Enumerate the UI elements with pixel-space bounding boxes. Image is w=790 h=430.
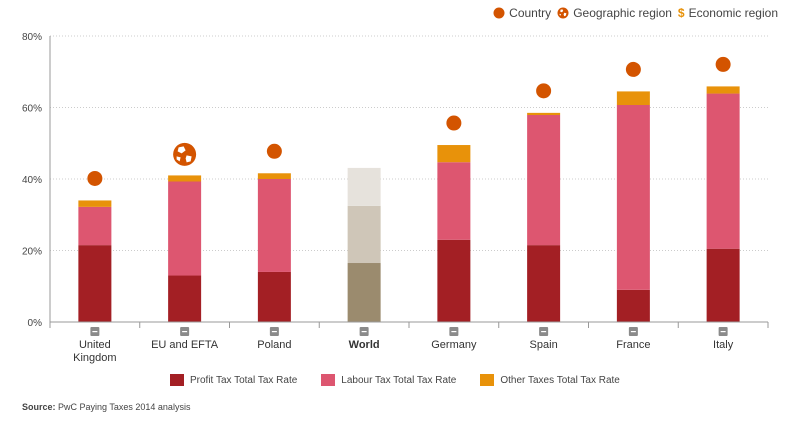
- series-legend: Profit Tax Total Tax Rate Labour Tax Tot…: [170, 374, 644, 386]
- bar-labour-tax[interactable]: [347, 205, 381, 264]
- stacked-bar-chart: 0% 20% 40% 60% 80% United Kingdom EU and EFTA Po…: [22, 32, 769, 364]
- minus-icon: [541, 331, 547, 333]
- legend-geographic-region-label: Geographic region: [573, 6, 672, 20]
- x-category-label: United Kingdom: [73, 339, 116, 364]
- source-note: Source: PwC Paying Taxes 2014 analysis: [22, 402, 190, 412]
- minus-icon: [271, 331, 277, 333]
- x-category-label: Italy: [713, 339, 734, 351]
- bar-profit-tax[interactable]: [706, 248, 740, 322]
- x-category-label: Germany: [431, 339, 477, 351]
- bar-other-taxes[interactable]: [527, 112, 561, 116]
- bar-other-taxes[interactable]: [437, 145, 471, 163]
- bar-profit-tax[interactable]: [347, 263, 381, 322]
- bar-profit-tax[interactable]: [78, 245, 112, 322]
- legend-profit-tax-label: Profit Tax Total Tax Rate: [190, 374, 298, 386]
- legend-country-label: Country: [509, 6, 552, 20]
- x-category-label-line: EU and EFTA: [151, 339, 219, 351]
- bar-profit-tax[interactable]: [616, 289, 650, 322]
- x-category-label-line: Kingdom: [73, 352, 116, 364]
- x-category-label-line: Spain: [530, 339, 558, 351]
- labour-tax-swatch: [321, 374, 336, 386]
- x-category-label-line: Germany: [431, 339, 477, 351]
- y-tick-label: 20%: [22, 247, 42, 258]
- bar-other-taxes[interactable]: [706, 86, 740, 94]
- region-marker-globe-icon[interactable]: [173, 142, 197, 166]
- minus-icon: [451, 331, 457, 333]
- globe-icon: [557, 7, 569, 19]
- x-category-label-line: Poland: [257, 339, 291, 351]
- profit-tax-swatch: [170, 374, 184, 386]
- bar-profit-tax[interactable]: [527, 245, 561, 322]
- minus-icon: [92, 331, 98, 333]
- bar-profit-tax[interactable]: [437, 239, 471, 322]
- bar-other-taxes[interactable]: [616, 91, 650, 105]
- bar-other-taxes[interactable]: [257, 173, 291, 179]
- x-category-label: France: [616, 339, 650, 351]
- bar-labour-tax[interactable]: [706, 93, 740, 249]
- bar-other-taxes[interactable]: [168, 175, 202, 182]
- y-tick-label: 60%: [22, 104, 42, 115]
- globe-continents-icon: [176, 146, 192, 163]
- source-label: Source:: [22, 402, 56, 412]
- country-marker-icon[interactable]: [715, 56, 731, 72]
- legend-labour-tax-label: Labour Tax Total Tax Rate: [341, 374, 457, 386]
- bar-profit-tax[interactable]: [257, 271, 291, 322]
- legend-country[interactable]: Country: [493, 6, 551, 20]
- minus-icon: [361, 331, 367, 333]
- legend-geographic-region[interactable]: Geographic region: [557, 6, 672, 20]
- bar-profit-tax[interactable]: [168, 275, 202, 322]
- legend-profit-tax[interactable]: Profit Tax Total Tax Rate: [170, 374, 297, 386]
- top-legend: Country Geographic region $ Economic reg…: [487, 6, 778, 20]
- minus-icon: [182, 331, 188, 333]
- legend-other-taxes[interactable]: Other Taxes Total Tax Rate: [480, 374, 620, 386]
- x-category-label-line: World: [349, 339, 380, 351]
- x-category-label: World: [349, 339, 380, 351]
- country-marker-icon[interactable]: [446, 115, 462, 131]
- legend-economic-region[interactable]: $ Economic region: [678, 6, 778, 20]
- y-tick-label: 80%: [22, 32, 42, 43]
- bar-labour-tax[interactable]: [78, 206, 112, 246]
- x-category-label: Spain: [530, 339, 558, 351]
- x-category-label-line: France: [616, 339, 650, 351]
- bar-labour-tax[interactable]: [527, 115, 561, 246]
- bar-other-taxes[interactable]: [347, 167, 381, 206]
- country-marker-icon[interactable]: [87, 170, 103, 186]
- y-tick-label: 40%: [22, 175, 42, 186]
- source-text: PwC Paying Taxes 2014 analysis: [58, 402, 191, 412]
- bar-labour-tax[interactable]: [437, 162, 471, 240]
- other-taxes-swatch: [480, 374, 495, 386]
- bar-labour-tax[interactable]: [168, 181, 202, 276]
- x-category-label-line: United: [79, 339, 111, 351]
- x-category-label-line: Italy: [713, 339, 734, 351]
- x-category-label: Poland: [257, 339, 291, 351]
- bar-labour-tax[interactable]: [257, 179, 291, 272]
- legend-labour-tax[interactable]: Labour Tax Total Tax Rate: [321, 374, 456, 386]
- bar-labour-tax[interactable]: [616, 104, 650, 290]
- x-category-label: EU and EFTA: [151, 339, 219, 351]
- minus-icon: [720, 331, 726, 333]
- bar-other-taxes[interactable]: [78, 200, 112, 207]
- y-tick-label: 0%: [28, 318, 43, 329]
- dollar-icon: $: [677, 6, 685, 20]
- country-dot-icon: [493, 7, 505, 19]
- country-marker-icon[interactable]: [536, 83, 552, 99]
- legend-economic-region-label: Economic region: [688, 6, 778, 20]
- country-marker-icon[interactable]: [266, 143, 282, 159]
- minus-icon: [630, 331, 636, 333]
- legend-other-taxes-label: Other Taxes Total Tax Rate: [500, 374, 620, 386]
- country-marker-icon[interactable]: [625, 61, 641, 77]
